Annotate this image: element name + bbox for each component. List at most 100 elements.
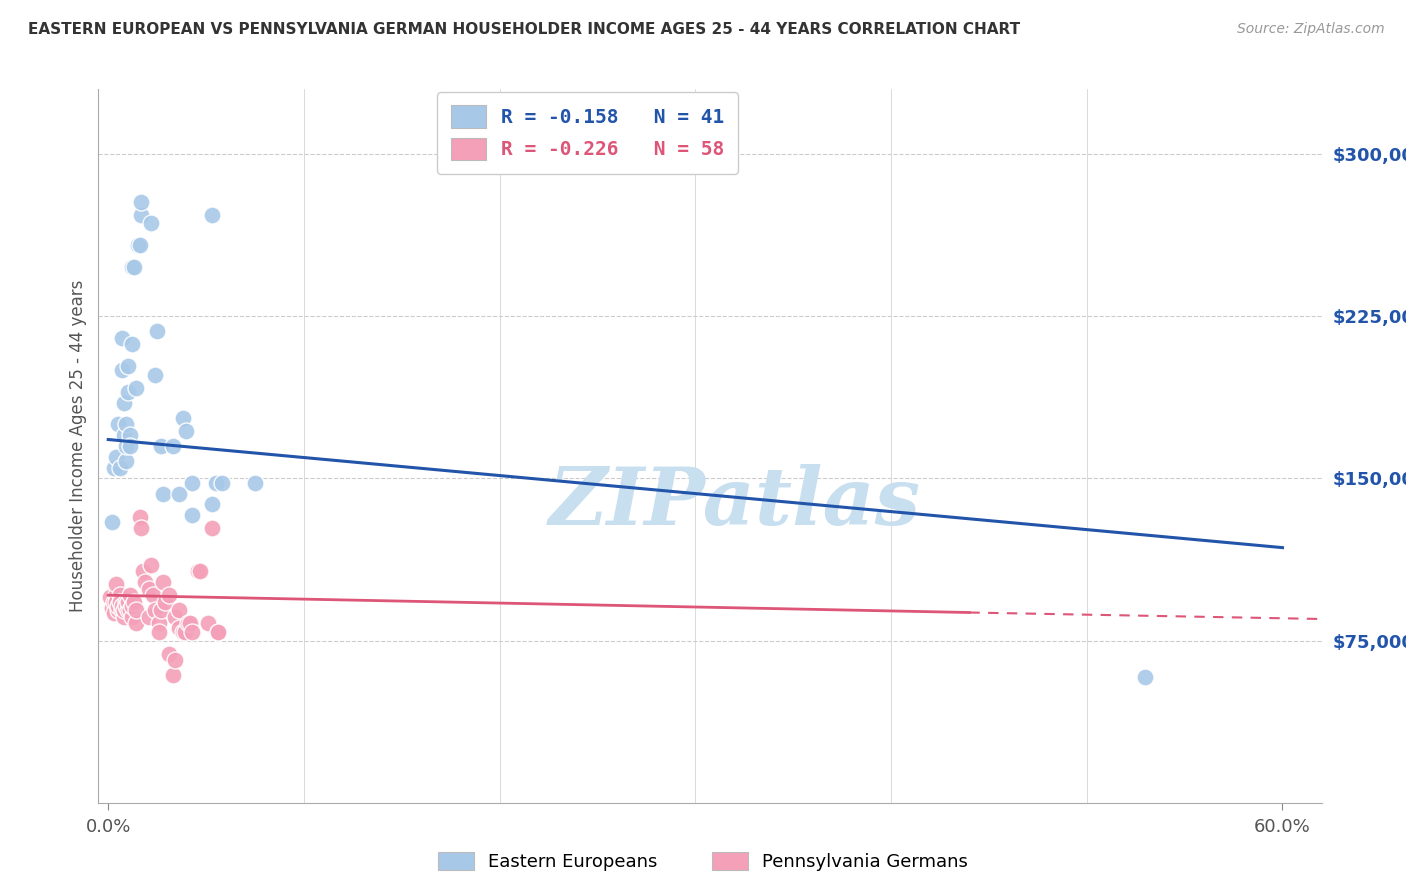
Point [124, 381, 146, 395]
Point [103, 606, 125, 620]
Point [197, 616, 219, 631]
Point [167, 486, 190, 500]
Point [131, 194, 153, 209]
Point [146, 325, 169, 339]
Y-axis label: Householder Income Ages 25 - 44 years: Householder Income Ages 25 - 44 years [69, 280, 87, 612]
Point [134, 575, 156, 590]
Point [101, 601, 124, 615]
Point [176, 424, 198, 438]
Point [201, 208, 224, 222]
Point [201, 521, 224, 535]
Point [112, 603, 135, 617]
Point [138, 582, 160, 596]
Point [157, 647, 180, 661]
Point [112, 428, 135, 442]
Point [150, 439, 173, 453]
Point [108, 595, 131, 609]
Point [111, 331, 134, 345]
Point [207, 624, 229, 639]
Point [105, 577, 128, 591]
Point [201, 497, 224, 511]
Point [98, 591, 121, 605]
Point [107, 417, 129, 432]
Point [118, 603, 141, 617]
Point [128, 510, 150, 524]
Point [141, 216, 163, 230]
Point [107, 603, 129, 617]
Point [131, 208, 153, 222]
Point [117, 384, 139, 399]
Point [148, 616, 170, 631]
Point [163, 610, 186, 624]
Point [101, 515, 124, 529]
Point [162, 439, 184, 453]
Point [148, 624, 170, 639]
Point [118, 439, 141, 453]
Point [121, 260, 143, 274]
Text: ZIPatlas: ZIPatlas [548, 465, 921, 541]
Point [153, 595, 176, 609]
Point [114, 595, 136, 609]
Text: EASTERN EUROPEAN VS PENNSYLVANIA GERMAN HOUSEHOLDER INCOME AGES 25 - 44 YEARS CO: EASTERN EUROPEAN VS PENNSYLVANIA GERMAN … [28, 22, 1021, 37]
Point [112, 610, 135, 624]
Point [152, 575, 174, 590]
Point [138, 610, 160, 624]
Point [173, 624, 195, 639]
Point [114, 417, 136, 432]
Point [132, 565, 155, 579]
Point [162, 668, 184, 682]
Point [157, 588, 180, 602]
Point [105, 450, 128, 464]
Point [177, 616, 200, 631]
Point [103, 595, 125, 609]
Point [211, 475, 233, 490]
Point [105, 588, 128, 602]
Point [172, 410, 194, 425]
Point [112, 396, 135, 410]
Point [124, 616, 146, 631]
Point [141, 558, 163, 572]
Point [181, 624, 204, 639]
Point [114, 439, 136, 453]
Point [114, 454, 136, 468]
Legend: R = -0.158   N = 41, R = -0.226   N = 58: R = -0.158 N = 41, R = -0.226 N = 58 [437, 92, 738, 174]
Point [108, 588, 131, 602]
Point [143, 603, 166, 617]
Point [121, 337, 143, 351]
Point [187, 565, 209, 579]
Point [117, 603, 139, 617]
Point [127, 238, 149, 252]
Point [117, 595, 139, 609]
Point [118, 588, 141, 602]
Point [117, 359, 139, 373]
Point [243, 475, 266, 490]
Point [114, 599, 136, 613]
Point [103, 460, 125, 475]
Point [181, 508, 204, 523]
Point [207, 624, 229, 639]
Point [107, 599, 129, 613]
Point [172, 624, 194, 639]
Point [111, 599, 134, 613]
Point [108, 460, 131, 475]
Legend: Eastern Europeans, Pennsylvania Germans: Eastern Europeans, Pennsylvania Germans [430, 845, 976, 879]
Point [143, 368, 166, 382]
Point [142, 588, 165, 602]
Point [150, 603, 173, 617]
Point [205, 475, 228, 490]
Point [167, 603, 190, 617]
Point [181, 475, 204, 490]
Point [163, 653, 186, 667]
Point [122, 595, 145, 609]
Point [1135, 670, 1157, 684]
Text: Source: ZipAtlas.com: Source: ZipAtlas.com [1237, 22, 1385, 37]
Point [118, 428, 141, 442]
Point [167, 621, 190, 635]
Point [131, 521, 153, 535]
Point [111, 363, 134, 377]
Point [179, 616, 201, 631]
Point [122, 260, 145, 274]
Point [124, 603, 146, 617]
Point [128, 238, 150, 252]
Point [121, 610, 143, 624]
